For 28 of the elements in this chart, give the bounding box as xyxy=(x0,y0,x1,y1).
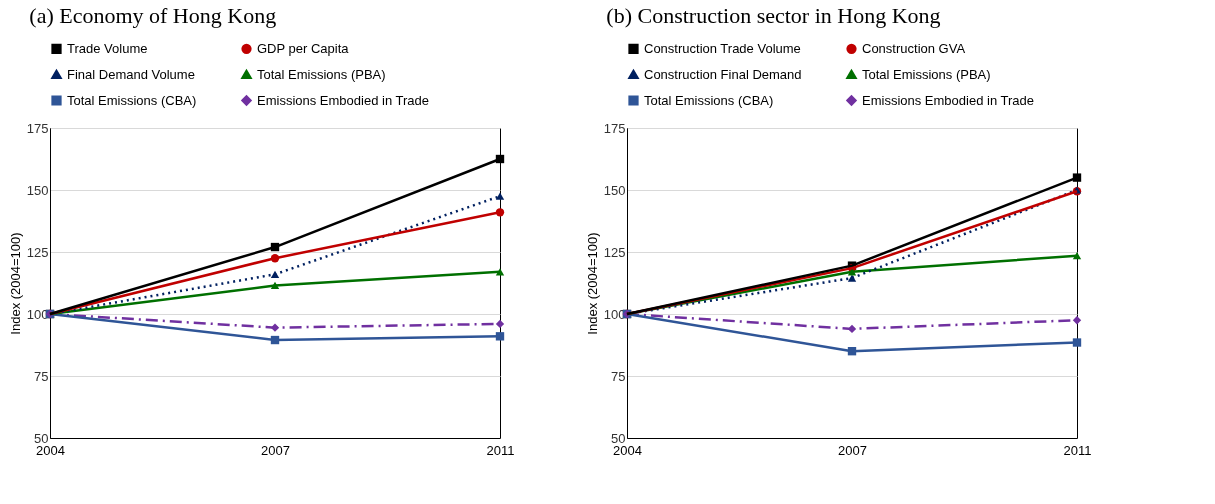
legend-label: Construction Trade Volume xyxy=(644,40,801,56)
legend-label: Construction GVA xyxy=(862,40,966,56)
x-tick-label: 2011 xyxy=(486,442,515,458)
y-tick-label: 125 xyxy=(26,244,49,260)
y-tick-label: 75 xyxy=(34,368,49,384)
legend-label: Total Emissions (PBA) xyxy=(257,66,386,82)
legend-label: Emissions Embodied in Trade xyxy=(862,92,1034,108)
x-tick-label: 2007 xyxy=(261,442,290,458)
legend-label: Final Demand Volume xyxy=(67,66,195,82)
legend-label: Emissions Embodied in Trade xyxy=(257,92,429,108)
legend-label: Trade Volume xyxy=(67,40,148,56)
y-tick-label: 75 xyxy=(611,368,626,384)
legend-label: Total Emissions (CBA) xyxy=(644,92,774,108)
legend-label: Total Emissions (CBA) xyxy=(67,92,197,108)
x-tick-label: 2011 xyxy=(1063,442,1092,458)
chart-title: (a) Economy of Hong Kong xyxy=(29,3,277,28)
y-tick-label: 150 xyxy=(26,182,49,198)
legend-label: Construction Final Demand xyxy=(644,66,802,82)
y-tick-label: 125 xyxy=(603,244,626,260)
y-axis-title: Index (2004=100) xyxy=(584,232,600,335)
y-tick-label: 175 xyxy=(603,120,626,136)
x-tick-label: 2007 xyxy=(838,442,867,458)
chart-title: (b) Construction sector in Hong Kong xyxy=(606,3,941,28)
legend-label: Total Emissions (PBA) xyxy=(862,66,991,82)
y-tick-label: 175 xyxy=(26,120,49,136)
y-tick-label: 150 xyxy=(603,182,626,198)
legend-label: GDP per Capita xyxy=(257,40,350,56)
y-axis-title: Index (2004=100) xyxy=(7,232,23,335)
